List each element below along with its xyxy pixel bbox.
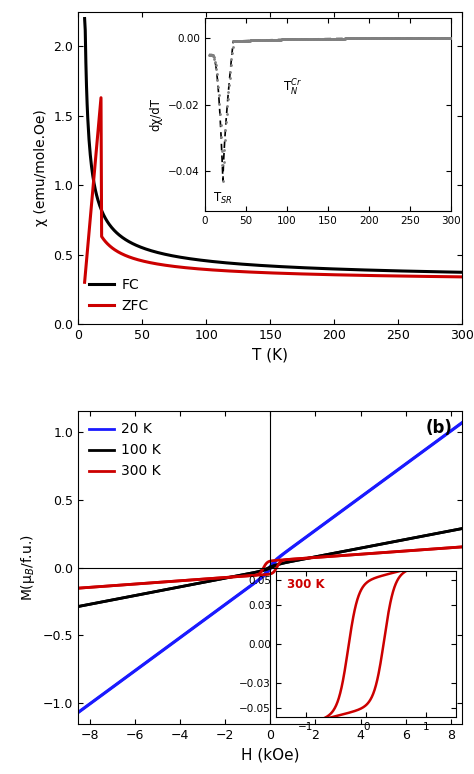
Line: ZFC: ZFC (84, 98, 462, 283)
ZFC (459, 272, 465, 282)
Legend: FC, ZFC: FC, ZFC (85, 274, 153, 317)
FC (179, 253, 184, 262)
FC (253, 261, 258, 270)
ZFC (253, 268, 259, 277)
FC (82, 14, 87, 23)
Line: FC: FC (84, 19, 462, 272)
FC (304, 263, 310, 272)
ZFC (367, 271, 373, 280)
FC (148, 246, 154, 255)
ZFC (180, 262, 185, 272)
FC (459, 268, 465, 277)
X-axis label: T (K): T (K) (252, 348, 288, 362)
Y-axis label: χ (emu/mole.Oe): χ (emu/mole.Oe) (34, 109, 48, 226)
Text: (b): (b) (426, 420, 453, 437)
FC (334, 265, 339, 274)
ZFC (82, 278, 87, 287)
FC (366, 265, 372, 275)
Legend: 20 K, 100 K, 300 K: 20 K, 100 K, 300 K (85, 418, 165, 482)
ZFC (149, 259, 155, 268)
Text: (a): (a) (427, 19, 453, 37)
Y-axis label: M(μ$_B$/f.u.): M(μ$_B$/f.u.) (19, 534, 37, 601)
ZFC (305, 269, 310, 279)
ZFC (98, 93, 104, 102)
X-axis label: H (kOe): H (kOe) (241, 747, 300, 762)
ZFC (335, 270, 340, 279)
